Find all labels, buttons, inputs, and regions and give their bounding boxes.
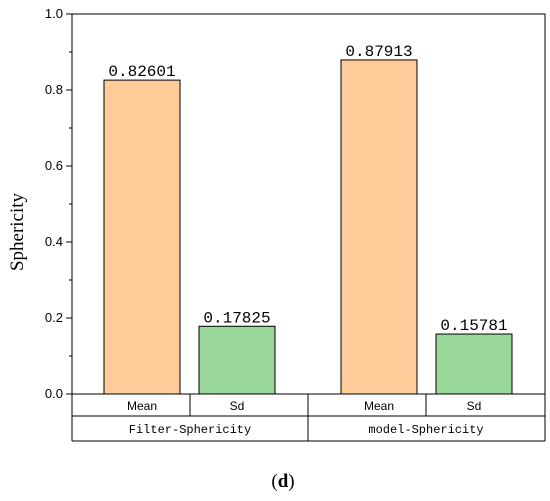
y-tick-label: 1.0 [45,6,63,21]
bar-value-label: 0.87913 [345,43,412,61]
bar-value-label: 0.15781 [440,317,507,335]
group-label: Filter-Sphericity [129,423,251,437]
y-tick-label: 0.2 [45,310,63,325]
y-tick-label: 0.6 [45,158,63,173]
bar-value-label: 0.17825 [203,309,270,327]
y-tick-label: 0.4 [45,234,63,249]
category-label: Sd [230,399,245,413]
group-label: model-Sphericity [368,423,483,437]
category-label: Mean [364,399,394,413]
y-axis-ticks: 0.0 0.2 0.4 0.6 0.8 1.0 [45,6,72,401]
bars [103,59,513,395]
caption-letter: d [278,471,289,492]
category-label: Sd [467,399,482,413]
bar-mean [340,59,418,395]
caption-close: ) [288,471,294,492]
category-label: Mean [127,399,157,413]
bar-value-label: 0.82601 [108,63,175,81]
y-tick-label: 0.0 [45,386,63,401]
caption-open: ( [271,471,277,492]
y-axis-label: Sphericity [7,192,28,271]
bar-sd [435,333,513,395]
y-tick-label: 0.8 [45,82,63,97]
figure-caption: (d) [271,471,294,492]
bar-sd [198,325,276,395]
category-table: Mean Sd Mean Sd Filter-Sphericity model-Spher… [71,394,546,442]
data-labels: 0.82601 0.17825 0.87913 0.15781 [108,43,507,335]
bar-mean [103,79,181,395]
